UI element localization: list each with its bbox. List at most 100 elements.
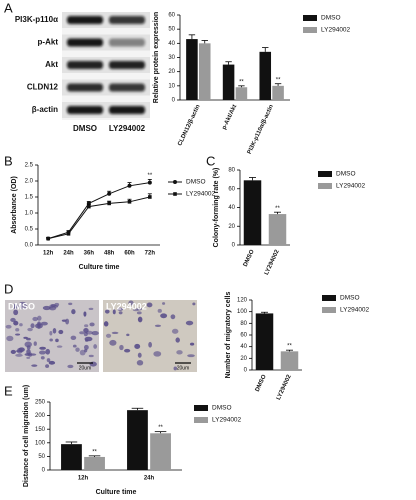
cell: [84, 324, 89, 328]
bar: [84, 456, 105, 470]
cell: [171, 328, 179, 334]
x-tick-label: CLDN12/β-actin: [177, 104, 201, 147]
bar: [255, 313, 274, 370]
cell: [187, 354, 195, 358]
legend-swatch: [322, 307, 336, 313]
y-tick-label: 50: [38, 454, 45, 460]
bar: [243, 180, 262, 245]
cell: [160, 313, 168, 319]
cell: [105, 333, 112, 338]
cell: [136, 360, 144, 366]
cell: [16, 347, 23, 354]
cell: [157, 308, 162, 313]
x-tick-label: DMSO: [255, 374, 268, 393]
cell: [89, 322, 95, 327]
y-tick-label: 2.0: [25, 179, 34, 185]
x-tick-label: 12h: [43, 251, 54, 257]
cell: [19, 323, 23, 327]
cell: [104, 309, 110, 314]
bar: [61, 444, 82, 470]
band-label: CLDN12: [27, 83, 59, 92]
significance: **: [287, 344, 292, 350]
cell: [13, 309, 19, 316]
cell: [49, 331, 53, 336]
x-tick-label: 60h: [124, 251, 135, 257]
bar: [280, 351, 299, 370]
panel-label: E: [4, 383, 13, 398]
marker: [66, 232, 71, 236]
cell: [85, 330, 94, 335]
cell: [35, 323, 43, 329]
cell: [39, 346, 46, 350]
cell: [48, 360, 56, 365]
cell: [119, 344, 124, 351]
legend-swatch: [303, 27, 317, 33]
x-tick-label: PI3K-p110α/β-actin: [247, 104, 275, 156]
x-tick-label: 72h: [145, 251, 156, 257]
significance: **: [276, 77, 281, 83]
cell: [49, 338, 53, 342]
legend-label: LY294002: [186, 191, 216, 198]
cell: [6, 335, 14, 342]
bar: [186, 39, 198, 100]
cell: [10, 317, 16, 323]
y-tick-label: 0: [172, 98, 176, 104]
cell: [109, 339, 117, 346]
cell: [175, 337, 180, 343]
marker: [107, 201, 111, 206]
legend-label: LY294002: [321, 27, 351, 34]
band-label: β-actin: [32, 105, 58, 114]
legend-marker: [173, 180, 177, 184]
cell: [137, 352, 142, 358]
micrograph-label: DMSO: [8, 301, 35, 311]
cell: [40, 321, 48, 326]
bar: [235, 87, 248, 100]
cell: [23, 336, 28, 339]
band: [109, 16, 145, 24]
cell: [19, 303, 28, 310]
cell: [5, 324, 12, 329]
legend-label: LY294002: [340, 307, 370, 314]
cell: [55, 338, 59, 343]
marker: [46, 236, 50, 241]
cell: [132, 308, 140, 312]
cell: [38, 350, 46, 355]
panel-label: D: [4, 281, 13, 296]
cell: [10, 349, 16, 355]
y-axis-label: Number of migratory cells: [225, 292, 232, 379]
y-tick-label: 0.0: [25, 243, 34, 249]
y-tick-label: 0.5: [25, 227, 34, 233]
band: [67, 83, 103, 92]
legend-label: DMSO: [321, 15, 341, 22]
panel-label: C: [206, 153, 215, 168]
cell: [56, 345, 63, 348]
cell: [27, 327, 33, 332]
legend-marker: [173, 192, 177, 196]
marker: [147, 180, 152, 185]
legend-swatch: [322, 295, 336, 301]
cell: [88, 354, 94, 358]
y-tick-label: 40: [228, 205, 235, 211]
cell: [33, 341, 37, 346]
y-tick-label: 100: [237, 309, 248, 315]
x-tick-label: 12h: [78, 476, 89, 482]
y-tick-label: 250: [35, 400, 46, 406]
cell: [19, 301, 26, 305]
x-tick-label: LY294002: [264, 248, 281, 276]
cell: [111, 331, 119, 335]
cell: [124, 348, 131, 353]
bar: [268, 214, 287, 245]
cell: [153, 351, 162, 357]
y-tick-label: 200: [35, 413, 46, 419]
band: [67, 38, 103, 47]
cell: [103, 321, 109, 327]
cell: [61, 319, 67, 322]
band: [109, 106, 145, 114]
legend-swatch: [318, 171, 332, 177]
y-tick-label: 60: [240, 333, 247, 339]
cell: [79, 331, 85, 335]
x-tick-label: 36h: [84, 251, 95, 257]
legend-label: DMSO: [186, 179, 206, 186]
y-tick-label: 10: [168, 83, 175, 89]
scale-label: 20um: [79, 365, 92, 371]
